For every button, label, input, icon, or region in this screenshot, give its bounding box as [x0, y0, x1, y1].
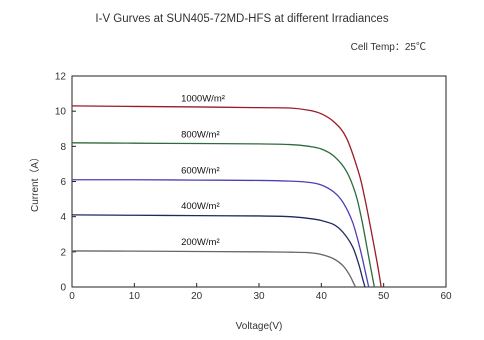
x-tick-label: 20 [191, 291, 203, 302]
series-lines [71, 105, 382, 288]
y-tick-label: 8 [60, 142, 66, 153]
series-line-0 [71, 105, 382, 288]
x-tick-label: 30 [253, 291, 265, 302]
series-label: 1000W/m² [181, 93, 225, 104]
x-tick-label: 60 [440, 291, 452, 302]
chart-title: I-V Gurves at SUN405-72MD-HFS at differe… [95, 13, 388, 25]
y-tick-label: 0 [60, 283, 66, 294]
x-axis-label: Voltage(V) [236, 321, 283, 332]
y-tick-label: 2 [60, 247, 66, 258]
series-label: 600W/m² [181, 166, 220, 177]
y-tick-label: 4 [60, 212, 66, 223]
series-line-3 [71, 214, 366, 288]
x-tick-label: 0 [69, 291, 75, 302]
series-line-2 [71, 179, 370, 288]
series-line-1 [71, 142, 375, 288]
y-axis: 0 2 4 6 8 10 12 [55, 72, 76, 294]
series-label: 400W/m² [181, 201, 220, 212]
chart-subtitle: Cell Temp：25℃ [351, 42, 426, 53]
x-axis: 0 10 20 30 40 50 60 [69, 283, 452, 302]
y-axis-label: Current（A） [29, 152, 41, 212]
series-line-4 [71, 250, 357, 288]
series-label: 200W/m² [181, 237, 220, 248]
x-tick-label: 50 [378, 291, 390, 302]
y-tick-label: 10 [55, 107, 67, 118]
x-tick-label: 40 [316, 291, 328, 302]
series-labels: 1000W/m² 800W/m² 600W/m² 400W/m² 200W/m² [181, 93, 225, 247]
y-tick-label: 6 [60, 177, 66, 188]
y-tick-label: 12 [55, 72, 67, 83]
x-tick-label: 10 [129, 291, 141, 302]
series-label: 800W/m² [181, 130, 220, 141]
